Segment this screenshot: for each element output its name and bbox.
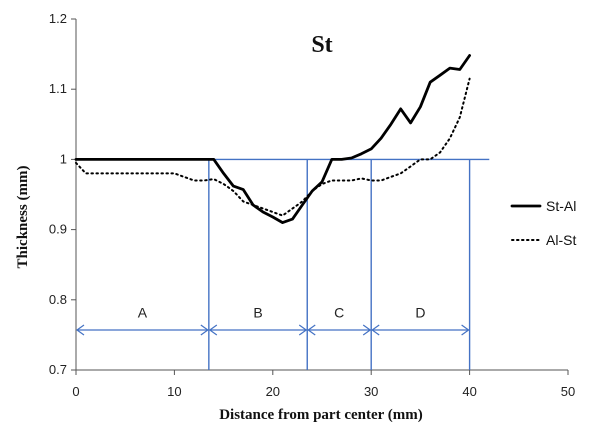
zone-label: D xyxy=(415,304,425,320)
zone-arrow-head-right xyxy=(298,324,308,336)
x-tick-label: 20 xyxy=(266,384,280,399)
zone-arrow-head-left xyxy=(307,324,316,336)
x-tick-label: 40 xyxy=(462,384,476,399)
chart-title: St xyxy=(311,32,332,58)
zone-arrow-head-right xyxy=(461,324,470,336)
reference-layer xyxy=(76,158,490,370)
axes: 0.7 0.8 0.9 1 1.1 1.2 0 10 20 30 40 50 xyxy=(49,11,575,399)
x-tick-label: 30 xyxy=(364,384,378,399)
zone-a: A xyxy=(75,304,209,336)
y-tick-label: 0.7 xyxy=(49,362,67,377)
zone-c: C xyxy=(307,304,372,336)
x-tick-label: 10 xyxy=(167,384,181,399)
zone-label: C xyxy=(334,304,344,320)
zone-label: A xyxy=(138,304,148,320)
zone-arrow-head-left xyxy=(75,324,85,336)
zone-label: B xyxy=(253,304,262,320)
y-axis-title: Thickness (mm) xyxy=(15,166,31,269)
zone-d: D xyxy=(371,304,470,336)
x-axis-title: Distance from part center (mm) xyxy=(219,407,423,423)
legend-label-al-st: Al-St xyxy=(546,232,576,248)
y-tick-label: 1.1 xyxy=(49,81,67,96)
zone-layer: A B C D xyxy=(75,304,470,336)
zone-arrow-head-right xyxy=(362,324,372,336)
zone-arrow-head-right xyxy=(200,324,209,336)
zone-b: B xyxy=(208,304,308,336)
x-tick-label: 0 xyxy=(72,384,79,399)
y-tick-label: 1.2 xyxy=(49,11,67,26)
zone-arrow-head-left xyxy=(208,324,218,336)
series-layer xyxy=(74,54,471,224)
x-tick-label: 50 xyxy=(561,384,575,399)
legend-label-st-al: St-Al xyxy=(546,198,576,214)
y-tick-label: 1 xyxy=(60,151,67,166)
y-tick-label: 0.9 xyxy=(49,222,67,237)
series-line-st-al xyxy=(74,54,471,224)
legend: St-Al Al-St xyxy=(510,198,576,248)
zone-arrow-head-left xyxy=(371,324,380,336)
series-line-al-st xyxy=(75,77,471,217)
y-tick-label: 0.8 xyxy=(49,292,67,307)
